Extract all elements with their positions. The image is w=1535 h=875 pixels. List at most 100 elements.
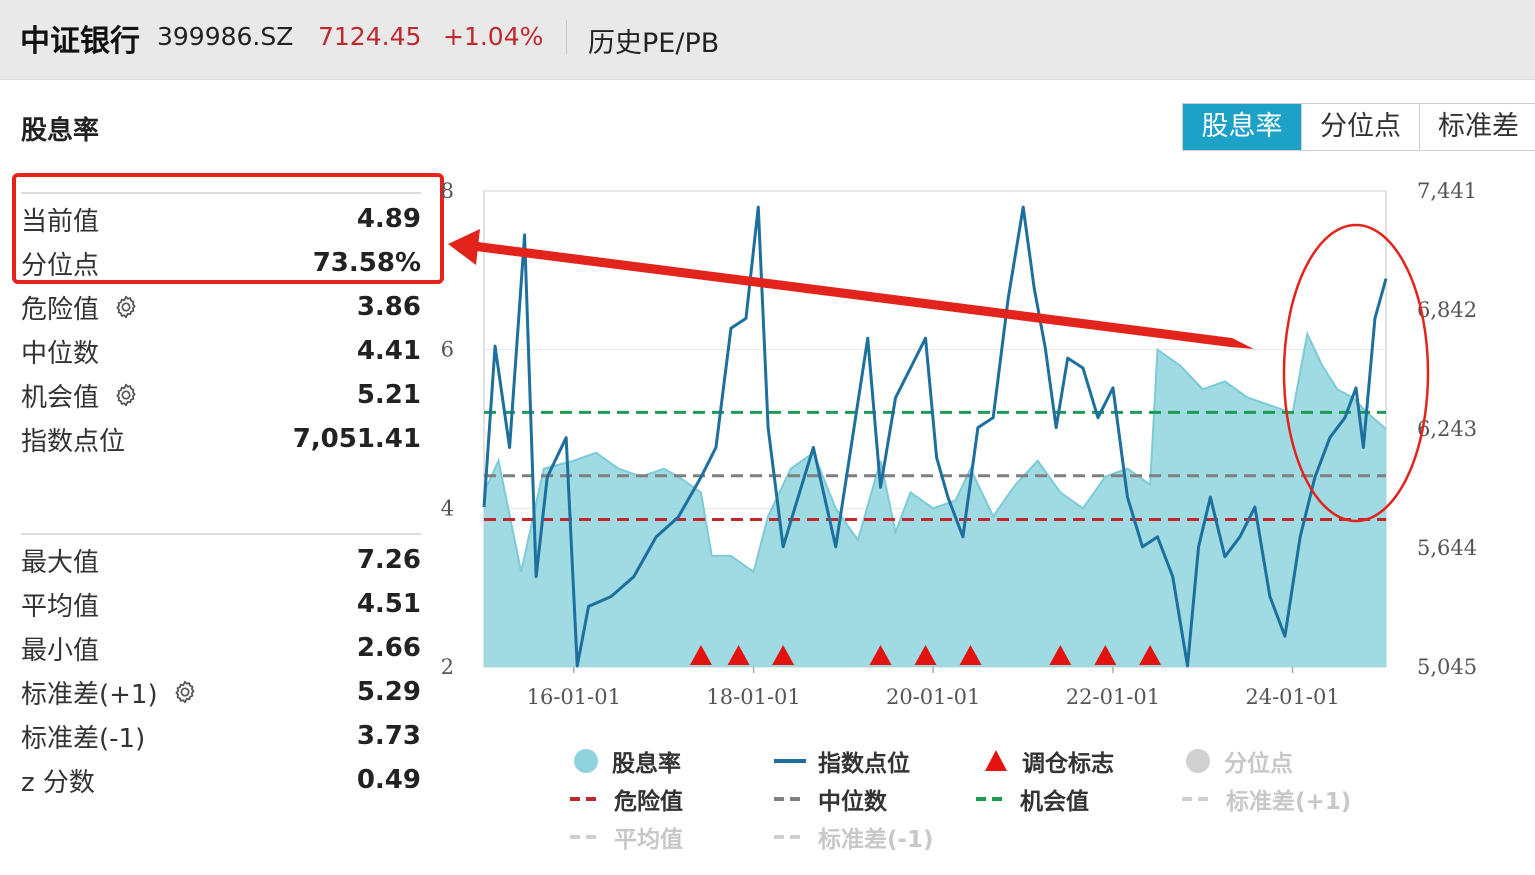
y-right-tick-label: 6,842 — [1417, 298, 1477, 322]
legend-item-opportunity[interactable]: 机会值 — [976, 782, 1089, 816]
y-left-tick-label: 4 — [441, 496, 454, 520]
stat-value: 0.49 — [356, 765, 421, 795]
stat-label-wrap: 机会值 — [21, 377, 139, 414]
y-right-tick-label: 6,243 — [1417, 417, 1477, 441]
stats-panel: 当前值 4.89 分位点 73.58% 危险值 3.86 中位数 4.41 机会… — [21, 192, 421, 802]
x-tick-label: 24-01-01 — [1245, 685, 1339, 709]
legend-item-danger[interactable]: 危险值 — [570, 782, 683, 816]
stat-row-median: 中位数 4.41 — [21, 329, 421, 373]
dashed-line-icon — [976, 797, 1008, 801]
dashed-line-icon — [774, 835, 806, 839]
stat-row-min: 最小值 2.66 — [21, 626, 421, 670]
x-tick-label: 18-01-01 — [706, 685, 800, 709]
y-right-tick-label: 5,045 — [1417, 655, 1477, 679]
stat-value: 5.21 — [356, 380, 421, 410]
stat-row-z-score: z 分数 0.49 — [21, 758, 421, 802]
history-pe-pb-link[interactable]: 历史PE/PB — [588, 28, 720, 59]
gear-icon[interactable] — [113, 294, 139, 320]
stat-value: 4.89 — [356, 204, 421, 234]
stat-label-wrap: 标准差(+1) — [21, 674, 198, 711]
dashed-line-icon — [570, 835, 602, 839]
stat-label: 分位点 — [21, 250, 100, 281]
rebalance-marker — [1139, 645, 1162, 665]
rebalance-marker — [689, 645, 712, 665]
series-line-index-level — [482, 205, 1388, 668]
rebalance-marker — [914, 645, 937, 665]
stat-row-danger: 危险值 3.86 — [21, 285, 421, 329]
legend-label: 中位数 — [818, 789, 887, 815]
legend-label: 股息率 — [612, 751, 681, 777]
legend-item-median[interactable]: 中位数 — [774, 782, 887, 816]
legend-item-percentile[interactable]: 分位点 — [1184, 744, 1293, 778]
y-right-tick-label: 7,441 — [1417, 179, 1477, 203]
circle-marker-icon — [574, 749, 598, 773]
index-code: 399986.SZ — [157, 22, 294, 51]
annotation-highlight-box — [12, 173, 444, 284]
stat-label: 机会值 — [21, 382, 100, 413]
stat-row-percentile: 分位点 73.58% — [21, 241, 421, 285]
stat-label: 指数点位 — [21, 426, 126, 457]
series-area-dividend-yield — [484, 333, 1386, 667]
legend-item-std-minus[interactable]: 标准差(-1) — [774, 820, 934, 854]
legend-item-std-plus[interactable]: 标准差(+1) — [1182, 782, 1351, 816]
legend-item-dividend[interactable]: 股息率 — [572, 744, 681, 778]
x-tick-label: 16-01-01 — [527, 685, 621, 709]
stat-row-mean: 平均值 4.51 — [21, 582, 421, 626]
stat-value: 3.73 — [356, 721, 421, 751]
stat-label: 最大值 — [21, 547, 100, 578]
stat-label: 标准差(-1) — [21, 723, 146, 754]
triangle-marker-icon — [985, 750, 1007, 771]
circle-marker-icon — [1186, 749, 1210, 773]
stat-row-opportunity: 机会值 5.21 — [21, 373, 421, 417]
x-tick-label: 20-01-01 — [886, 685, 980, 709]
index-price: 7124.45 — [318, 22, 422, 51]
stat-label: 中位数 — [21, 338, 100, 369]
header-bar: 中证银行 399986.SZ 7124.45 +1.04% 历史PE/PB — [0, 0, 1535, 80]
index-change: +1.04% — [443, 22, 544, 51]
legend-item-mean[interactable]: 平均值 — [570, 820, 683, 854]
legend-label: 平均值 — [614, 827, 683, 853]
stat-label: z 分数 — [21, 767, 95, 798]
tab-percentile[interactable]: 分位点 — [1301, 104, 1419, 150]
metric-tabs: 股息率 分位点 标准差 — [1182, 103, 1535, 151]
stats-divider — [21, 533, 421, 535]
rebalance-marker — [1094, 645, 1117, 665]
stat-row-current: 当前值 4.89 — [21, 197, 421, 241]
gear-icon[interactable] — [172, 679, 198, 705]
stat-row-max: 最大值 7.26 — [21, 538, 421, 582]
stat-row-std-plus: 标准差(+1) 5.29 — [21, 670, 421, 714]
legend-label: 分位点 — [1224, 751, 1293, 777]
stat-row-std-minus: 标准差(-1) 3.73 — [21, 714, 421, 758]
line-marker-icon — [774, 759, 806, 763]
stat-row-index-level: 指数点位 7,051.41 — [21, 417, 421, 461]
panel-title: 股息率 — [21, 116, 100, 146]
stat-value: 2.66 — [356, 633, 421, 663]
tab-dividend-yield[interactable]: 股息率 — [1183, 104, 1301, 150]
y-left-tick-label: 8 — [441, 179, 454, 203]
rebalance-marker — [772, 645, 795, 665]
dividend-yield-chart: 16-01-01 18-01-01 20-01-01 22-01-01 24-01-01… — [441, 179, 1478, 709]
gear-icon[interactable] — [113, 382, 139, 408]
stat-value: 3.86 — [356, 292, 421, 322]
legend-item-rebalance[interactable]: 调仓标志 — [982, 744, 1114, 778]
x-tick-label: 22-01-01 — [1066, 685, 1160, 709]
dashed-line-icon — [1182, 797, 1214, 801]
stat-label: 最小值 — [21, 635, 100, 666]
legend-label: 标准差(-1) — [818, 827, 934, 853]
index-name: 中证银行 — [20, 24, 140, 59]
legend-item-index[interactable]: 指数点位 — [774, 744, 910, 778]
stat-label: 平均值 — [21, 591, 100, 622]
dashed-line-icon — [774, 797, 806, 801]
y-right-tick-label: 5,644 — [1417, 536, 1477, 560]
header-divider — [566, 20, 567, 54]
legend-label: 标准差(+1) — [1226, 789, 1352, 815]
stats-spacer — [21, 461, 421, 533]
legend-label: 机会值 — [1020, 789, 1089, 815]
stat-value: 5.29 — [356, 677, 421, 707]
rebalance-marker — [1049, 645, 1072, 665]
y-left-tick-label: 2 — [441, 655, 454, 679]
tab-std-dev[interactable]: 标准差 — [1419, 104, 1535, 150]
legend-label: 危险值 — [614, 789, 683, 815]
rebalance-marker — [869, 645, 892, 665]
dashed-line-icon — [570, 797, 602, 801]
